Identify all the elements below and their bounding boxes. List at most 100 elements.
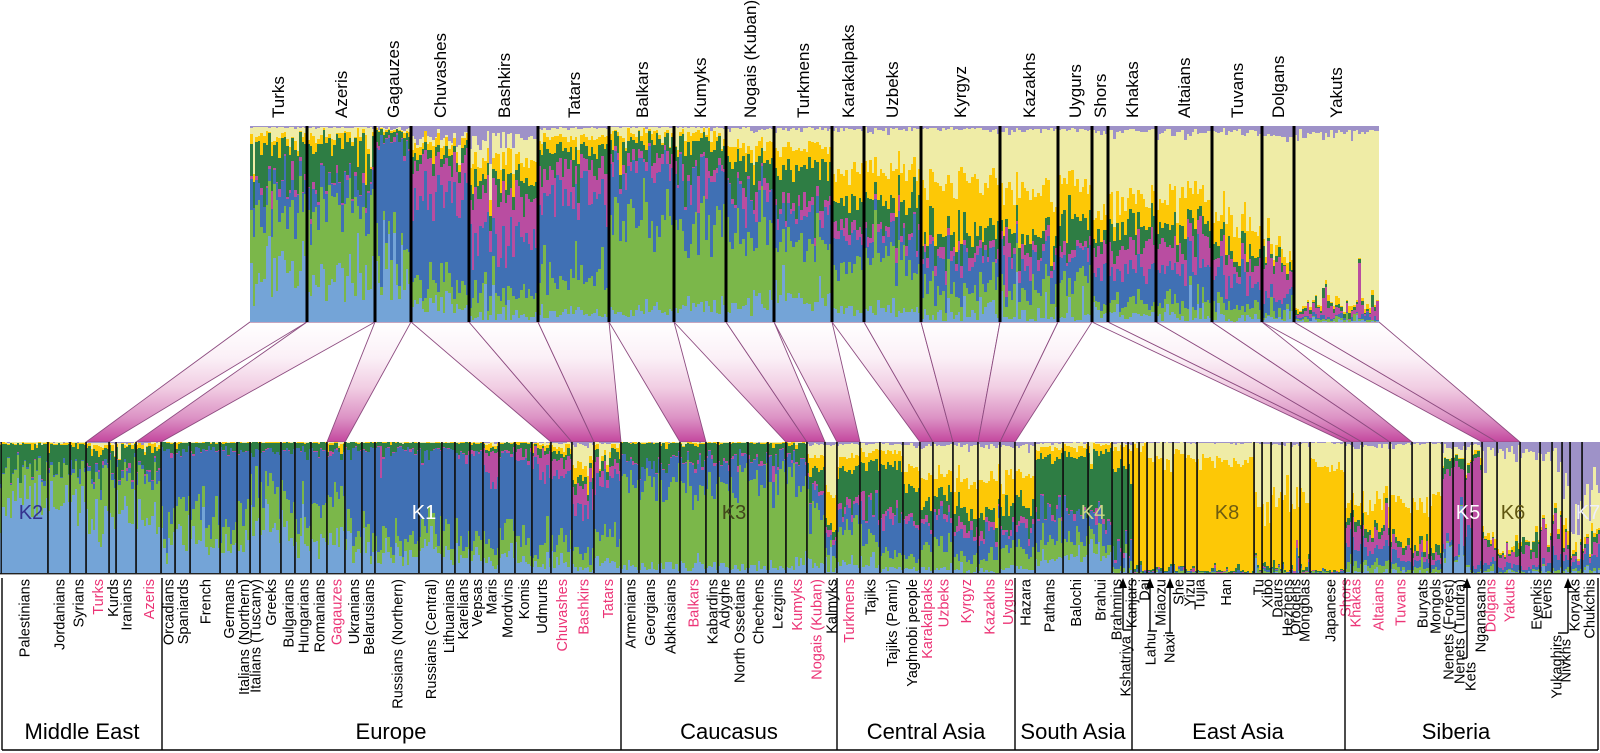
svg-text:Brahmins: Brahmins [1110,579,1126,640]
svg-text:Caucasus: Caucasus [680,719,778,744]
svg-text:Russians (Central): Russians (Central) [424,579,440,699]
svg-text:Koryaks: Koryaks [1568,579,1584,631]
svg-text:She: She [1172,579,1188,605]
svg-text:Adyghe: Adyghe [718,579,734,628]
svg-text:Nenets (Forest): Nenets (Forest) [1442,579,1458,680]
svg-text:East Asia: East Asia [1192,719,1284,744]
svg-text:Belarusians: Belarusians [362,579,378,655]
svg-text:K6: K6 [1501,502,1525,524]
svg-text:Altaians: Altaians [1175,58,1194,118]
svg-text:Tatars: Tatars [601,579,617,619]
svg-text:Oroqens: Oroqens [1289,579,1305,635]
svg-text:Nivkhs: Nivkhs [1559,639,1575,683]
svg-text:Ukranians: Ukranians [347,579,363,644]
svg-text:Armenians: Armenians [624,579,640,648]
svg-text:Greeks: Greeks [264,579,280,626]
svg-text:Turkmens: Turkmens [842,579,858,643]
svg-text:Romanians: Romanians [313,579,329,652]
svg-text:Kabardins: Kabardins [706,579,722,644]
svg-text:Kalmyks: Kalmyks [825,579,841,634]
svg-text:Turkmens: Turkmens [794,43,813,118]
svg-text:Abkhasians: Abkhasians [664,579,680,654]
svg-text:K1: K1 [412,502,436,524]
svg-text:Khakas: Khakas [1349,579,1365,627]
svg-text:Azeris: Azeris [142,579,158,619]
svg-text:Germans: Germans [222,579,238,639]
svg-text:Kazakhs: Kazakhs [983,579,999,635]
svg-text:Shors: Shors [1091,74,1110,118]
svg-text:Jordanians: Jordanians [53,579,69,650]
svg-text:Tuvans: Tuvans [1394,579,1410,626]
svg-text:Europe: Europe [356,719,427,744]
svg-text:Lithuanians: Lithuanians [442,579,458,653]
svg-text:Altaians: Altaians [1372,579,1388,631]
svg-text:Miaozu: Miaozu [1154,579,1170,626]
svg-text:Komis: Komis [517,579,533,619]
svg-text:Yukaghirs: Yukaghirs [1550,635,1566,699]
svg-text:Yakuts: Yakuts [1327,67,1346,118]
svg-text:Yakuts: Yakuts [1503,579,1519,622]
svg-text:Yaghnobi people: Yaghnobi people [905,579,921,687]
svg-text:K8: K8 [1215,502,1239,524]
svg-text:Kurds: Kurds [106,579,122,617]
svg-text:Vepsas: Vepsas [470,579,486,627]
svg-text:Khakas: Khakas [1123,61,1142,118]
svg-text:Kyrgyz: Kyrgyz [959,579,975,623]
svg-text:Hezhens: Hezhens [1281,579,1297,636]
svg-text:Kyrgyz: Kyrgyz [951,66,970,118]
svg-text:Nogais (Kuban): Nogais (Kuban) [810,579,826,680]
svg-text:Central Asia: Central Asia [867,719,986,744]
svg-text:Buryats: Buryats [1416,579,1432,628]
svg-text:Nganasans: Nganasans [1474,579,1490,652]
svg-text:Tajiks: Tajiks [864,579,880,615]
svg-text:Tujia: Tujia [1193,578,1209,610]
svg-text:Tu: Tu [1252,579,1268,595]
svg-text:Bulgarians: Bulgarians [282,579,298,648]
svg-text:Gagauzes: Gagauzes [384,41,403,119]
svg-text:Gagauzes: Gagauzes [330,579,346,645]
svg-text:K7: K7 [1576,502,1600,524]
svg-text:Karelians: Karelians [456,579,472,639]
svg-text:North Ossetians: North Ossetians [733,579,749,683]
svg-text:Spaniards: Spaniards [176,579,192,644]
svg-text:Balkars: Balkars [687,579,703,627]
svg-text:Chechens: Chechens [752,579,768,644]
svg-text:Bashkirs: Bashkirs [577,579,593,635]
svg-text:French: French [199,579,215,624]
svg-text:Kazakhs: Kazakhs [1020,53,1039,118]
svg-text:Iranians: Iranians [120,579,136,631]
svg-text:Udmurts: Udmurts [535,579,551,634]
svg-text:K2: K2 [19,502,43,524]
svg-text:Kshatriya: Kshatriya [1119,635,1135,696]
svg-text:Hazara: Hazara [1019,578,1035,626]
svg-text:South Asia: South Asia [1020,719,1126,744]
svg-text:Yizu: Yizu [1183,579,1199,607]
svg-text:K3: K3 [722,502,746,524]
svg-text:Bashkirs: Bashkirs [495,53,514,118]
svg-text:Dolgans: Dolgans [1269,56,1288,118]
svg-text:Chuvashes: Chuvashes [431,33,450,118]
svg-text:Balochi: Balochi [1069,579,1085,627]
svg-text:Tajiks (Pamir): Tajiks (Pamir) [885,579,901,667]
svg-text:Brahui: Brahui [1094,579,1110,621]
svg-text:Orcadians: Orcadians [162,579,178,645]
svg-text:Turks: Turks [269,76,288,118]
svg-text:Lahu: Lahu [1144,633,1160,665]
svg-text:Turks: Turks [91,579,107,615]
svg-text:Uygurs: Uygurs [1066,64,1085,118]
svg-text:Chuvashes: Chuvashes [555,579,571,652]
svg-text:Mongolas: Mongolas [1298,579,1314,642]
svg-text:Xibo: Xibo [1261,579,1277,608]
svg-text:Italians (Northern): Italians (Northern) [237,579,253,695]
svg-text:Uzbeks: Uzbeks [937,579,953,627]
svg-text:Kets: Kets [1464,662,1480,691]
svg-text:Syrians: Syrians [72,579,88,627]
svg-text:Hungarians: Hungarians [297,579,313,653]
svg-text:Palestinians: Palestinians [18,579,34,657]
svg-text:Kumyks: Kumyks [790,579,806,631]
svg-text:Russians (Northern): Russians (Northern) [391,579,407,709]
svg-text:Naxi: Naxi [1163,634,1179,663]
svg-text:Chukchis: Chukchis [1583,579,1599,639]
svg-text:Karakalpaks: Karakalpaks [839,24,858,118]
svg-text:Han: Han [1219,579,1235,606]
